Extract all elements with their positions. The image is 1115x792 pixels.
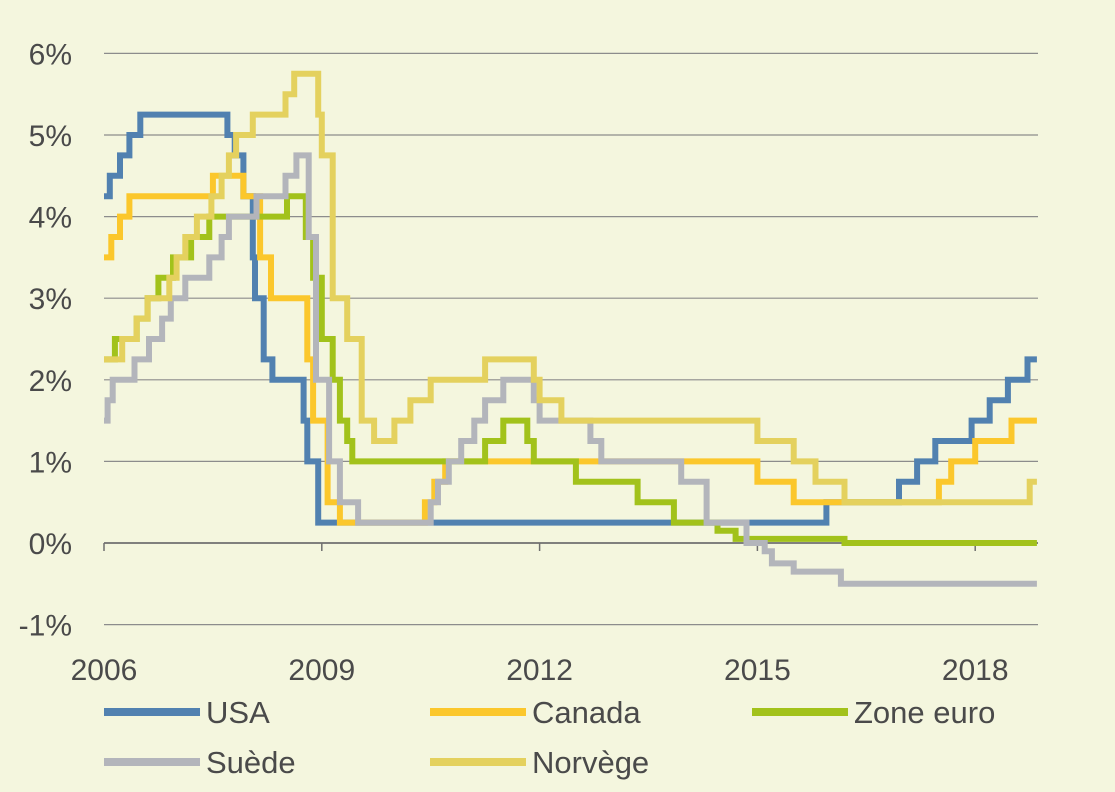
x-tick-label: 2018 (942, 654, 1009, 687)
y-tick-label: -1% (19, 610, 72, 643)
x-tick-label: 2009 (288, 654, 355, 687)
y-tick-label: 4% (29, 202, 72, 235)
legend-label-suede: Suède (206, 745, 296, 780)
legend-label-canada: Canada (532, 695, 641, 730)
series-line-zone-euro (104, 193, 1037, 546)
x-axis-labels: 2006 2009 2012 2015 2018 (71, 654, 1009, 687)
series-lines (104, 70, 1037, 587)
legend-label-norvege: Norvège (532, 745, 649, 780)
x-tick-label: 2015 (724, 654, 791, 687)
series-line-norvege (104, 70, 1037, 506)
y-axis-labels: 6% 5% 4% 3% 2% 1% 0% -1% (19, 38, 72, 642)
series-line-canada (104, 172, 1037, 526)
y-tick-label: 2% (29, 365, 72, 398)
y-tick-label: 5% (29, 120, 72, 153)
x-tick-label: 2006 (71, 654, 138, 687)
y-tick-label: 1% (29, 446, 72, 479)
legend-label-zone-euro: Zone euro (854, 695, 995, 730)
legend-label-usa: USA (206, 695, 270, 730)
x-tick-label: 2012 (506, 654, 573, 687)
series-line-suede (104, 152, 1037, 587)
legend: USA Canada Zone euro Suède Norvège (104, 695, 995, 780)
y-tick-label: 0% (29, 528, 72, 561)
series-line-usa (104, 111, 1037, 526)
y-tick-label: 6% (29, 38, 72, 71)
y-tick-label: 3% (29, 283, 72, 316)
